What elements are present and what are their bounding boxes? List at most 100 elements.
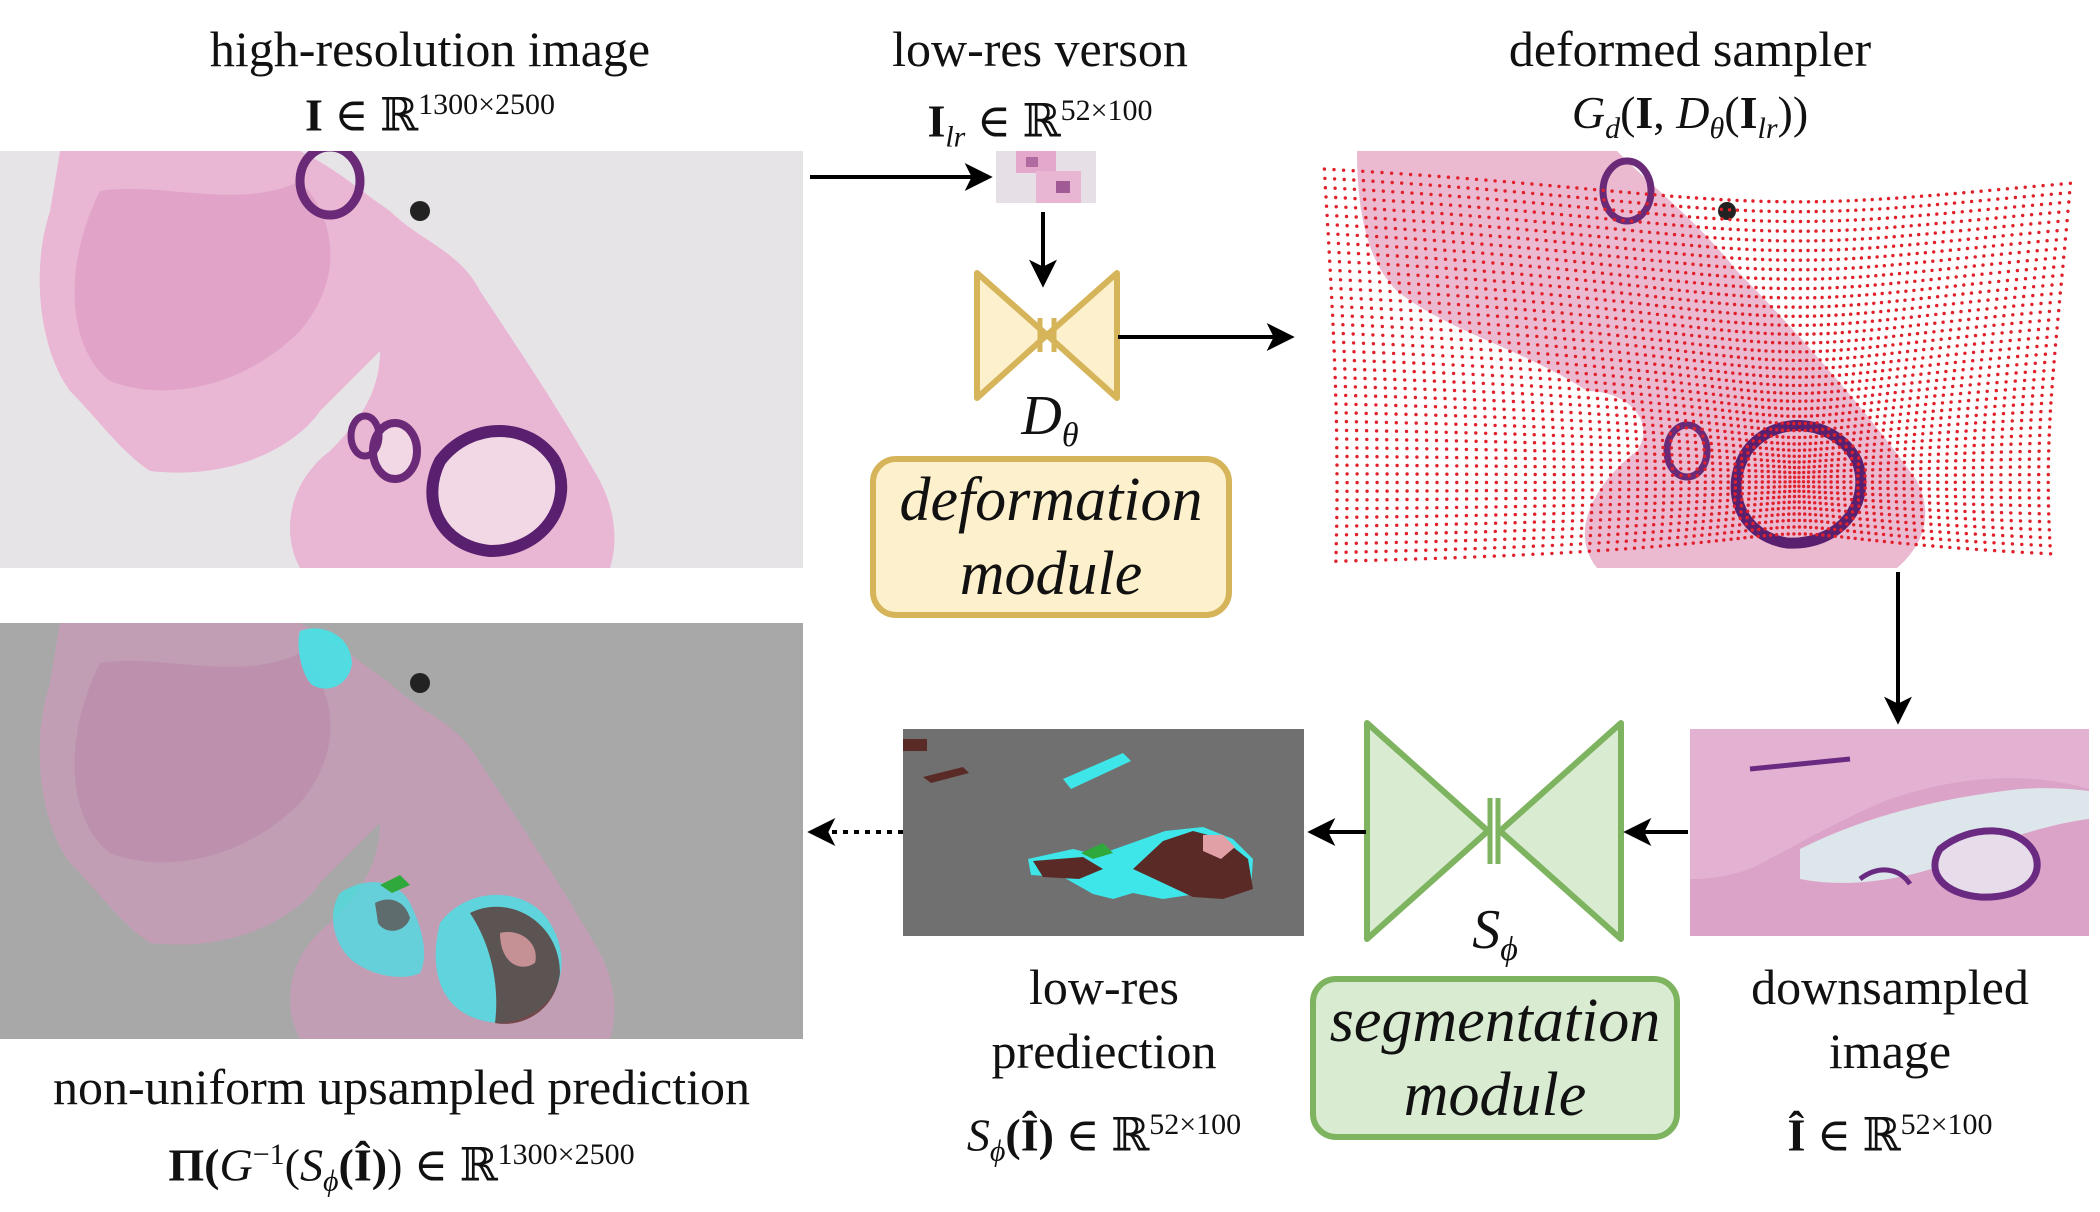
sampler-dot xyxy=(1753,457,1757,462)
sampler-dot xyxy=(1590,465,1594,469)
sampler-dot xyxy=(1464,422,1468,427)
sampler-dot xyxy=(1876,245,1880,250)
sampler-dot xyxy=(1801,484,1806,489)
sampler-dot xyxy=(1375,455,1379,459)
sampler-dot xyxy=(1756,331,1760,335)
sampler-dot xyxy=(1768,238,1772,243)
sampler-dot xyxy=(1353,196,1357,201)
sampler-dot xyxy=(1664,322,1669,326)
sampler-dot xyxy=(1452,388,1457,393)
sampler-dot xyxy=(1905,358,1909,362)
sampler-dot xyxy=(1730,523,1735,528)
sampler-dot xyxy=(1653,487,1657,491)
sampler-dot xyxy=(1504,472,1508,477)
sampler-dot xyxy=(1992,548,1997,553)
sampler-dot xyxy=(1686,507,1690,511)
segmentation-module-box: segmentation module xyxy=(1310,976,1680,1140)
sampler-dot xyxy=(2032,378,2036,382)
sampler-dot xyxy=(1692,271,1696,276)
sampler-dot xyxy=(1830,502,1834,506)
sampler-dot xyxy=(1652,438,1656,442)
sampler-dot xyxy=(1595,306,1599,310)
sampler-dot xyxy=(1573,259,1577,264)
sampler-dot xyxy=(1650,416,1654,420)
sampler-dot xyxy=(1842,303,1846,308)
sampler-dot xyxy=(1621,308,1626,313)
sampler-dot xyxy=(1770,447,1774,451)
sampler-dot xyxy=(1709,519,1713,523)
sampler-dot xyxy=(1785,383,1789,387)
sampler-dot xyxy=(2008,457,2013,462)
sampler-dot xyxy=(1828,412,1832,417)
sampler-dot xyxy=(1933,231,1937,235)
sampler-dot xyxy=(1643,523,1647,527)
sampler-dot xyxy=(1434,413,1438,417)
sampler-dot xyxy=(1619,199,1624,204)
sampler-dot xyxy=(1604,307,1608,311)
sampler-dot xyxy=(1792,506,1796,510)
sampler-dot xyxy=(1913,279,1917,283)
sampler-dot xyxy=(1736,536,1740,541)
sampler-dot xyxy=(1551,519,1556,524)
sampler-dot xyxy=(1894,206,1898,210)
sampler-dot xyxy=(1349,296,1353,300)
sampler-dot xyxy=(1355,463,1359,467)
sampler-dot xyxy=(1675,261,1679,265)
sampler-dot xyxy=(1911,446,1916,451)
module-line2: module xyxy=(959,540,1143,608)
sampler-dot xyxy=(1734,320,1738,325)
sampler-dot xyxy=(1519,367,1523,371)
sampler-dot xyxy=(1617,264,1621,268)
sampler-dot xyxy=(2032,276,2037,280)
sampler-dot xyxy=(1365,243,1370,247)
sampler-dot xyxy=(1849,462,1853,467)
sampler-dot xyxy=(1754,404,1759,409)
sampler-dot xyxy=(1971,350,1976,355)
sampler-dot xyxy=(1812,332,1816,336)
sampler-dot xyxy=(1396,263,1400,267)
sampler-dot xyxy=(1692,281,1697,285)
sampler-dot xyxy=(1365,489,1369,493)
sampler-dot xyxy=(1851,372,1856,376)
sampler-dot xyxy=(1443,257,1448,261)
sampler-dot xyxy=(2030,302,2034,307)
sampler-dot xyxy=(1786,407,1790,411)
sampler-dot xyxy=(1857,456,1861,460)
sampler-dot xyxy=(1523,496,1528,501)
sampler-dot xyxy=(1938,431,1942,435)
sampler-dot xyxy=(1863,462,1868,466)
sampler-dot xyxy=(1808,435,1813,439)
sampler-dot xyxy=(1635,451,1639,456)
sampler-dot xyxy=(1351,332,1355,336)
sampler-dot xyxy=(1679,214,1683,218)
sampler-dot xyxy=(1708,532,1712,537)
sampler-dot xyxy=(1493,415,1497,419)
sampler-dot xyxy=(1964,524,1968,528)
sampler-dot xyxy=(1424,548,1428,552)
sampler-dot xyxy=(1365,472,1369,476)
sampler-dot xyxy=(1881,428,1885,432)
sampler-dot xyxy=(1777,470,1782,474)
sampler-dot xyxy=(1705,406,1710,411)
sampler-dot xyxy=(1543,465,1547,469)
sampler-dot xyxy=(1963,351,1967,355)
sampler-dot xyxy=(1590,339,1594,343)
sampler-dot xyxy=(1633,335,1637,340)
sampler-dot xyxy=(1792,500,1796,504)
sampler-dot xyxy=(1374,403,1378,407)
sampler-dot xyxy=(1814,229,1818,233)
sampler-dot xyxy=(1972,342,1977,346)
sampler-dot xyxy=(1889,533,1893,537)
sampler-dot xyxy=(1481,260,1486,264)
sampler-dot xyxy=(2058,291,2062,295)
sampler-dot xyxy=(1622,228,1626,232)
sampler-dot xyxy=(1546,360,1551,365)
sampler-dot xyxy=(1507,341,1511,345)
sampler-dot xyxy=(1547,369,1551,373)
sampler-dot xyxy=(1568,394,1572,399)
sampler-dot xyxy=(1827,313,1831,318)
sampler-dot xyxy=(2052,256,2057,260)
sampler-dot xyxy=(1643,516,1648,520)
sampler-dot xyxy=(1616,333,1620,338)
sampler-dot xyxy=(1443,405,1448,409)
